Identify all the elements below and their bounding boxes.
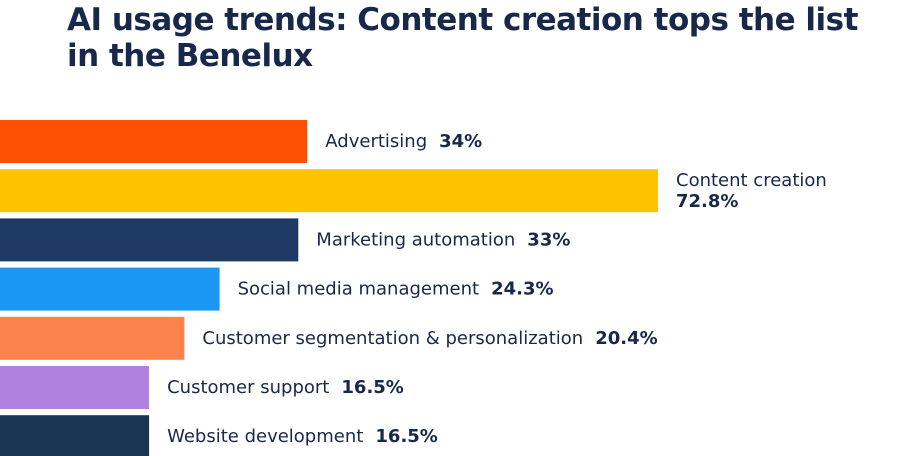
value-label-website-development: 16.5% (375, 426, 437, 447)
bar-customer-support (0, 366, 150, 409)
bar-advertising (0, 120, 308, 163)
value-label-social-media-management: 24.3% (491, 279, 553, 300)
bar-marketing-automation (0, 218, 299, 262)
category-label-marketing-automation: Marketing automation (316, 229, 515, 250)
category-label-content-creation: Content creation (676, 170, 827, 191)
chart-title: AI usage trends: Content creation tops t… (67, 2, 858, 74)
category-label-customer-segmentation-and-personalization: Customer segmentation & personalization (202, 328, 583, 349)
bar-social-media-management (0, 267, 220, 311)
category-label-advertising: Advertising (325, 131, 427, 152)
value-label-content-creation: 72.8% (676, 191, 738, 212)
value-label-advertising: 34% (439, 131, 482, 152)
value-label-customer-segmentation-and-personalization: 20.4% (595, 328, 657, 349)
category-label-customer-support: Customer support (167, 377, 329, 398)
value-label-marketing-automation: 33% (527, 229, 570, 250)
category-label-website-development: Website development (167, 426, 363, 447)
bar-website-development (0, 415, 150, 456)
category-label-social-media-management: Social media management (238, 279, 479, 300)
bar-customer-segmentation-and-personalization (0, 316, 185, 360)
bar-content-creation (0, 169, 658, 213)
value-label-customer-support: 16.5% (341, 377, 403, 398)
